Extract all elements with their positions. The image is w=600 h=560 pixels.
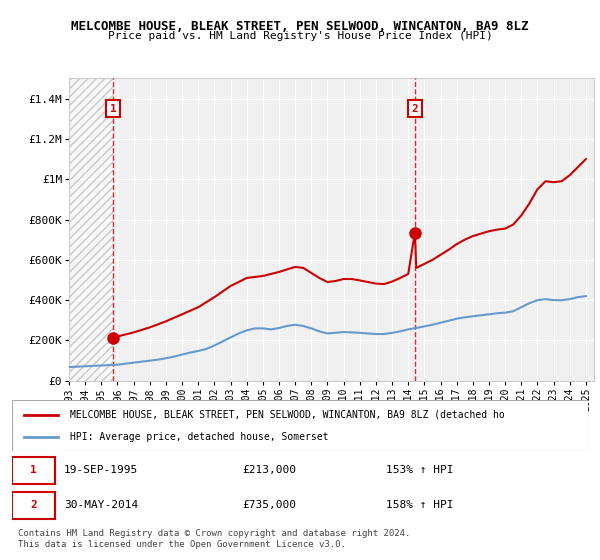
Text: £735,000: £735,000 bbox=[242, 501, 296, 510]
Text: Contains HM Land Registry data © Crown copyright and database right 2024.
This d: Contains HM Land Registry data © Crown c… bbox=[18, 529, 410, 549]
Text: Price paid vs. HM Land Registry's House Price Index (HPI): Price paid vs. HM Land Registry's House … bbox=[107, 31, 493, 41]
Text: 2: 2 bbox=[30, 501, 37, 510]
Text: 1: 1 bbox=[110, 104, 116, 114]
Text: 30-MAY-2014: 30-MAY-2014 bbox=[64, 501, 138, 510]
Text: MELCOMBE HOUSE, BLEAK STREET, PEN SELWOOD, WINCANTON, BA9 8LZ (detached ho: MELCOMBE HOUSE, BLEAK STREET, PEN SELWOO… bbox=[70, 409, 505, 419]
Text: MELCOMBE HOUSE, BLEAK STREET, PEN SELWOOD, WINCANTON, BA9 8LZ: MELCOMBE HOUSE, BLEAK STREET, PEN SELWOO… bbox=[71, 20, 529, 32]
FancyBboxPatch shape bbox=[12, 492, 55, 519]
Text: 19-SEP-1995: 19-SEP-1995 bbox=[64, 465, 138, 475]
Text: HPI: Average price, detached house, Somerset: HPI: Average price, detached house, Some… bbox=[70, 432, 328, 442]
FancyBboxPatch shape bbox=[12, 400, 588, 451]
Text: £213,000: £213,000 bbox=[242, 465, 296, 475]
FancyBboxPatch shape bbox=[12, 457, 55, 484]
Text: 153% ↑ HPI: 153% ↑ HPI bbox=[386, 465, 454, 475]
Bar bbox=[69, 78, 113, 381]
Text: 1: 1 bbox=[30, 465, 37, 475]
Text: 2: 2 bbox=[412, 104, 418, 114]
Text: 158% ↑ HPI: 158% ↑ HPI bbox=[386, 501, 454, 510]
